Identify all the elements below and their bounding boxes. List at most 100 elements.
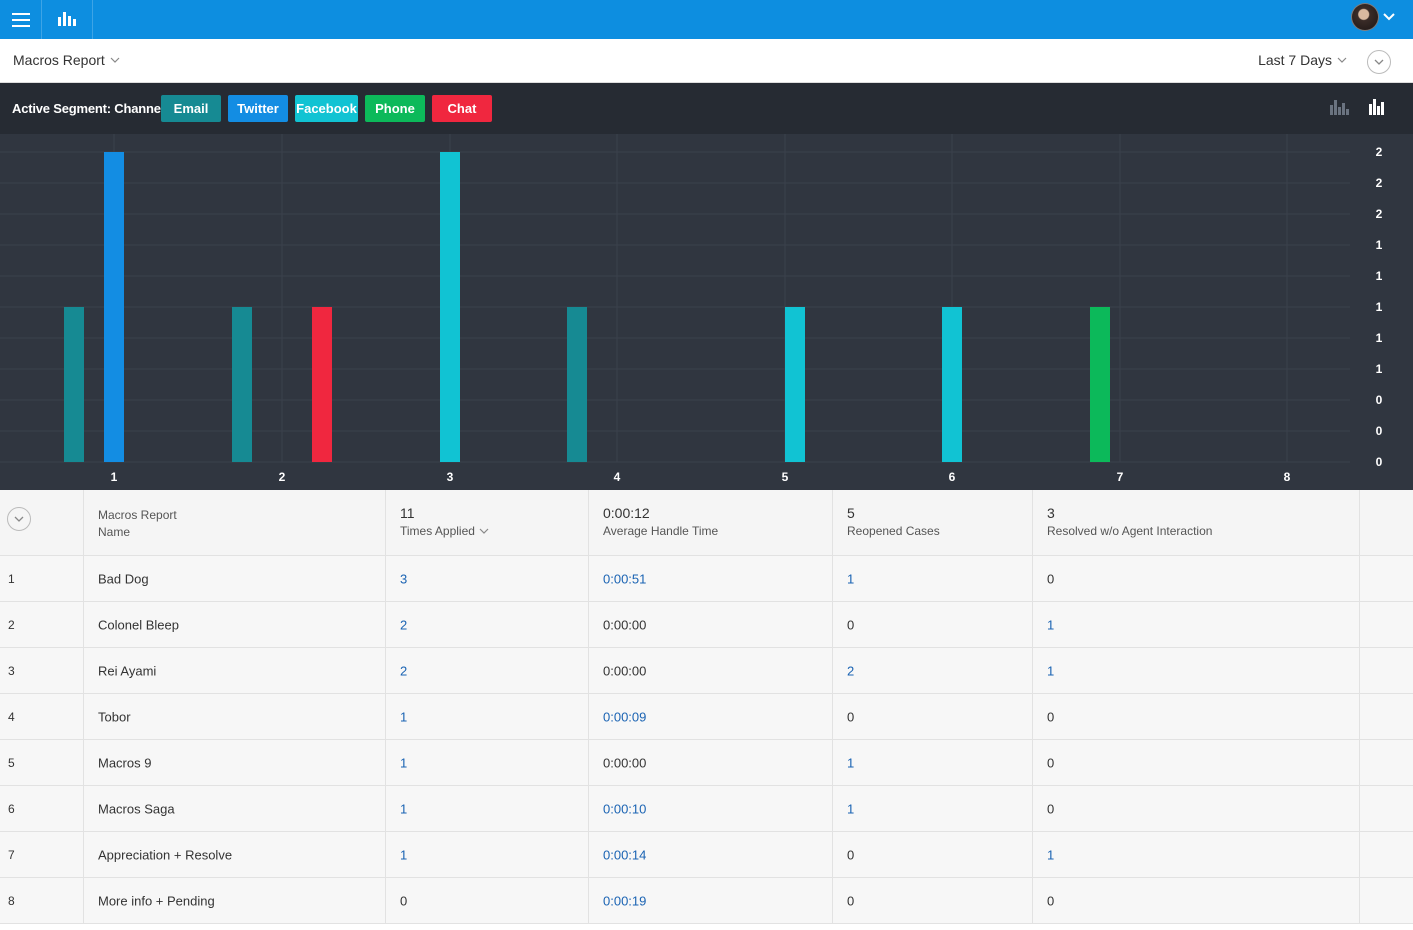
reopened-value-cell: 0 [833,878,1033,923]
bar-phone [1090,307,1110,462]
avg-handle-time-value-cell: 0:00:00 [589,602,833,647]
avg-handle-time-total: 0:00:12 [603,505,650,521]
date-range-selector[interactable]: Last 7 Days [1258,52,1347,68]
reports-nav-button[interactable] [42,0,93,39]
chevron-down-icon [1374,59,1384,65]
resolved-value-cell[interactable]: 1 [1033,648,1360,693]
avg-handle-time-value: 0:00:00 [603,755,647,770]
row-index-cell: 3 [0,648,84,693]
report-selector[interactable]: Macros Report [13,52,120,68]
resolved-value: 0 [1047,893,1055,908]
table-row[interactable]: 7 Appreciation + Resolve 1 0:00:14 0 1 [0,832,1413,878]
expand-toggle-button[interactable] [7,507,31,531]
avg-handle-time-value[interactable]: 0:00:14 [603,847,647,862]
times-applied-value[interactable]: 1 [400,709,408,724]
hamburger-icon [11,12,30,27]
segment-button-chat[interactable]: Chat [432,95,492,122]
times-applied-value-cell[interactable]: 1 [386,694,589,739]
table-row[interactable]: 4 Tobor 1 0:00:09 0 0 [0,694,1413,740]
top-app-bar [0,0,1413,39]
table-row[interactable]: 3 Rei Ayami 2 0:00:00 2 1 [0,648,1413,694]
times-applied-value[interactable]: 1 [400,801,408,816]
macro-name-cell: More info + Pending [84,878,386,923]
times-applied-value[interactable]: 3 [400,571,408,586]
avatar[interactable] [1351,3,1379,31]
times-applied-value: 0 [400,893,408,908]
column-header-reopened[interactable]: 5 Reopened Cases [833,490,1033,555]
active-segment-label: Active Segment: Channels [12,101,172,116]
times-applied-value-cell[interactable]: 1 [386,786,589,831]
column-header-times-applied[interactable]: 11 Times Applied [386,490,589,555]
reopened-value[interactable]: 1 [847,571,855,586]
times-applied-value-cell[interactable]: 3 [386,556,589,601]
row-index: 2 [8,617,15,632]
reopened-value-cell[interactable]: 1 [833,786,1033,831]
avg-handle-time-value-cell[interactable]: 0:00:19 [589,878,833,923]
avg-handle-time-value-cell[interactable]: 0:00:10 [589,786,833,831]
times-applied-value-cell[interactable]: 1 [386,832,589,877]
times-applied-value[interactable]: 2 [400,617,408,632]
bar-facebook [942,307,962,462]
row-index-cell: 8 [0,878,84,923]
table-row[interactable]: 6 Macros Saga 1 0:00:10 1 0 [0,786,1413,832]
table-row[interactable]: 8 More info + Pending 0 0:00:19 0 0 [0,878,1413,924]
avg-handle-time-value-cell[interactable]: 0:00:14 [589,832,833,877]
reopened-value-cell[interactable]: 1 [833,556,1033,601]
times-applied-value[interactable]: 1 [400,755,408,770]
resolved-value[interactable]: 1 [1047,617,1055,632]
chart-svg: 2 2 2 1 1 1 1 1 0 0 0 1 2 3 4 5 6 7 8 [0,134,1383,484]
y-tick-label: 2 [1376,207,1383,221]
macro-name: Rei Ayami [98,663,157,678]
reopened-value[interactable]: 2 [847,663,855,678]
x-tick-label: 8 [1284,470,1291,484]
grouped-bar-view-icon[interactable] [1330,99,1350,115]
table-row[interactable]: 5 Macros 9 1 0:00:00 1 0 [0,740,1413,786]
avg-handle-time-value[interactable]: 0:00:10 [603,801,647,816]
column-header-resolved[interactable]: 3 Resolved w/o Agent Interaction [1033,490,1360,555]
segment-button-twitter[interactable]: Twitter [228,95,288,122]
resolved-label: Resolved w/o Agent Interaction [1047,524,1213,538]
reopened-value[interactable]: 1 [847,801,855,816]
avg-handle-time-value-cell: 0:00:00 [589,648,833,693]
resolved-value: 0 [1047,801,1055,816]
times-applied-value-cell[interactable]: 2 [386,648,589,693]
report-header: Macros Report Last 7 Days [0,39,1413,83]
resolved-value[interactable]: 1 [1047,663,1055,678]
table-row[interactable]: 2 Colonel Bleep 2 0:00:00 0 1 [0,602,1413,648]
avg-handle-time-value: 0:00:00 [603,617,647,632]
column-header-avg-handle-time[interactable]: 0:00:12 Average Handle Time [589,490,833,555]
avg-handle-time-value-cell[interactable]: 0:00:09 [589,694,833,739]
segment-button-email[interactable]: Email [161,95,221,122]
macro-name-cell: Rei Ayami [84,648,386,693]
column-header-name[interactable]: Macros Report Name [84,490,386,555]
row-index: 4 [8,709,15,724]
avg-handle-time-value[interactable]: 0:00:19 [603,893,647,908]
times-applied-value[interactable]: 1 [400,847,408,862]
reopened-value-cell[interactable]: 1 [833,740,1033,785]
avg-handle-time-value[interactable]: 0:00:51 [603,571,647,586]
chevron-down-icon[interactable] [1382,10,1396,24]
resolved-value-cell[interactable]: 1 [1033,832,1360,877]
segment-button-facebook[interactable]: Facebook [295,95,358,122]
stacked-bar-view-icon[interactable] [1369,99,1385,115]
segment-button-phone[interactable]: Phone [365,95,425,122]
macro-name-cell: Macros 9 [84,740,386,785]
resolved-value[interactable]: 1 [1047,847,1055,862]
times-applied-value-cell[interactable]: 2 [386,602,589,647]
segment-bar: Active Segment: Channels Email Twitter F… [0,83,1413,134]
times-applied-value-cell[interactable]: 1 [386,740,589,785]
x-tick-label: 4 [614,470,621,484]
resolved-value-cell[interactable]: 1 [1033,602,1360,647]
hamburger-menu-button[interactable] [0,0,42,39]
avg-handle-time-value[interactable]: 0:00:09 [603,709,647,724]
macro-name: Macros Saga [98,801,175,816]
report-title: Macros Report [13,52,105,68]
resolved-value: 0 [1047,571,1055,586]
reopened-value[interactable]: 1 [847,755,855,770]
macro-name-cell: Bad Dog [84,556,386,601]
reopened-value-cell[interactable]: 2 [833,648,1033,693]
times-applied-value[interactable]: 2 [400,663,408,678]
avg-handle-time-value-cell[interactable]: 0:00:51 [589,556,833,601]
table-row[interactable]: 1 Bad Dog 3 0:00:51 1 0 [0,556,1413,602]
collapse-chart-button[interactable] [1367,50,1391,74]
